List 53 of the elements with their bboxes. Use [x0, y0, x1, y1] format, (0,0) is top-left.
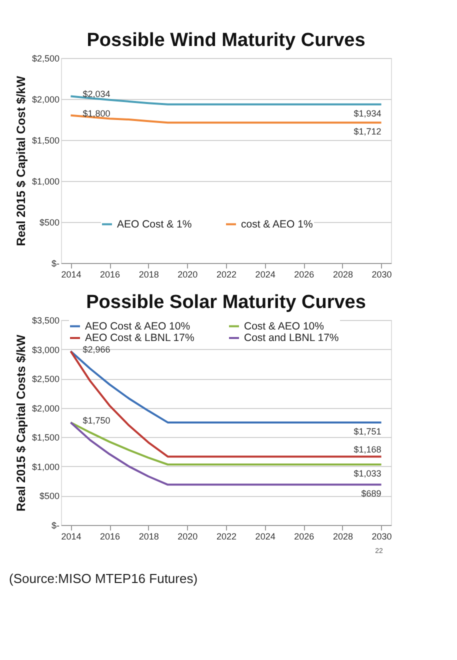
x-tick-label: 2026 [294, 270, 314, 280]
legend-label: cost & AEO 1% [241, 218, 313, 230]
y-tick-label: $2,500 [32, 374, 60, 384]
data-label: $1,168 [354, 444, 382, 455]
legend-label: Cost & AEO 10% [244, 320, 324, 332]
x-tick-label: 2014 [61, 532, 82, 542]
data-label: $1,751 [354, 426, 382, 436]
x-tick-label: 2028 [332, 532, 353, 542]
data-label: $1,934 [354, 108, 382, 118]
y-tick-label: $500 [39, 491, 60, 502]
text: (Source:MISO MTEP16 Futures) [9, 571, 198, 586]
chart-title: Possible Wind Maturity Curves [86, 30, 366, 51]
data-label: $1,800 [82, 108, 110, 118]
y-tick-label: $3,000 [32, 344, 60, 355]
y-tick-label: $- [51, 520, 60, 530]
legend-label: AEO Cost & AEO 10% [85, 320, 190, 332]
x-tick-label: 2020 [178, 270, 198, 280]
legend-label: AEO Cost & 1% [117, 218, 192, 230]
x-tick-label: 2024 [255, 270, 276, 280]
y-tick-label: $2,500 [32, 54, 60, 64]
x-tick-label: 2022 [216, 532, 237, 542]
data-label: $1,033 [354, 468, 382, 478]
y-tick-label: $1,500 [32, 136, 60, 146]
y-tick-label: $1,500 [32, 432, 60, 443]
y-tick-label: $- [51, 258, 60, 268]
x-tick-label: 2028 [332, 270, 353, 280]
x-tick-label: 2024 [255, 532, 276, 542]
x-tick-label: 2030 [372, 532, 392, 542]
y-tick-label: $1,000 [32, 176, 60, 186]
y-tick-label: $500 [39, 218, 60, 228]
x-tick-label: 2030 [372, 270, 392, 280]
y-tick-label: $1,000 [32, 462, 60, 472]
x-tick-label: 2026 [294, 532, 314, 542]
data-label: $1,750 [82, 416, 110, 426]
y-tick-label: $2,000 [32, 403, 60, 414]
x-tick-label: 2018 [138, 532, 159, 542]
y-axis-title: Real 2015 $ Capital Costs $/kW [14, 334, 28, 512]
data-label: $1,712 [354, 126, 382, 137]
y-tick-label: $3,500 [32, 316, 60, 326]
x-tick-label: 2020 [178, 532, 198, 542]
x-tick-label: 2022 [216, 270, 237, 280]
data-label: $2,966 [82, 344, 110, 354]
legend-label: Cost and LBNL 17% [244, 332, 339, 344]
y-tick-label: $2,000 [32, 94, 60, 104]
y-axis-title: Real 2015 $ Capital Cost $/kW [14, 75, 28, 246]
x-tick-label: 2018 [138, 270, 159, 280]
x-tick-label: 2016 [100, 270, 120, 280]
x-tick-label: 2014 [61, 270, 82, 280]
legend-label: AEO Cost & LBNL 17% [85, 332, 194, 344]
data-label: $689 [361, 488, 382, 499]
x-tick-label: 2016 [100, 532, 120, 542]
data-label: $2,034 [82, 89, 110, 100]
chart-title: Possible Solar Maturity Curves [86, 292, 366, 313]
